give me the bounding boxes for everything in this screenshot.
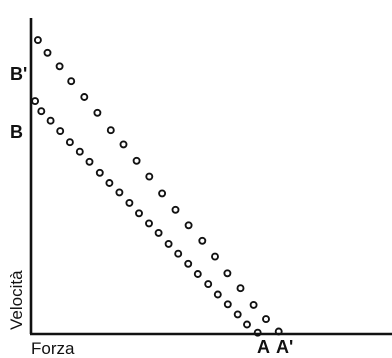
data-point	[249, 300, 258, 309]
data-point	[145, 219, 153, 228]
data-point	[115, 188, 124, 197]
inner-series	[31, 97, 262, 337]
data-point	[236, 284, 245, 293]
data-point	[213, 290, 222, 299]
data-point	[145, 172, 154, 181]
data-point	[274, 327, 283, 336]
data-point	[193, 270, 202, 278]
data-point	[43, 48, 52, 57]
data-point	[105, 179, 114, 187]
data-point	[80, 93, 89, 101]
data-point	[253, 328, 262, 337]
data-point	[174, 249, 183, 258]
data-point	[164, 239, 173, 248]
data-point	[93, 108, 102, 117]
data-point	[75, 147, 84, 156]
data-point	[184, 221, 193, 230]
data-point	[31, 97, 40, 106]
data-point	[171, 205, 180, 214]
label-b-prime: B'	[10, 64, 27, 84]
data-point	[211, 252, 219, 261]
data-point	[55, 62, 64, 71]
data-point	[56, 127, 65, 136]
data-point	[125, 198, 134, 207]
data-point	[262, 315, 270, 324]
data-point	[119, 140, 128, 149]
data-point	[135, 209, 143, 218]
data-point	[158, 189, 167, 198]
data-point	[67, 77, 76, 86]
data-point	[204, 280, 213, 289]
y-axis-title: Velocità	[7, 270, 26, 330]
label-a: A	[257, 337, 270, 357]
data-point	[95, 168, 104, 177]
data-point	[33, 36, 42, 45]
data-point	[46, 116, 55, 125]
outer-series	[33, 36, 283, 336]
data-point	[37, 107, 46, 116]
data-point	[154, 228, 163, 237]
label-b: B	[10, 122, 23, 142]
data-point	[132, 156, 141, 165]
data-point	[223, 269, 232, 278]
data-point	[106, 126, 115, 135]
data-point	[233, 310, 242, 319]
data-point	[184, 259, 193, 268]
data-point	[85, 157, 94, 166]
data-point	[198, 236, 207, 245]
x-axis-title: Forza	[31, 339, 75, 358]
label-a-prime: A'	[276, 337, 293, 357]
data-point	[65, 138, 74, 147]
data-point	[223, 300, 232, 309]
data-point	[243, 320, 251, 329]
